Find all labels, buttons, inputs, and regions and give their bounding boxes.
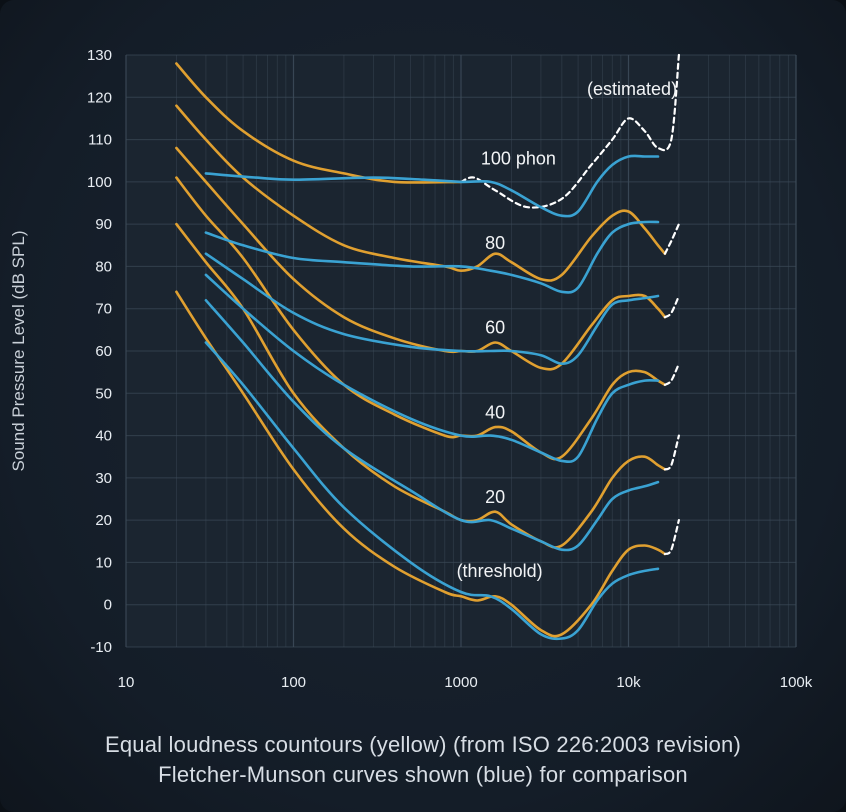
y-tick-label: 20 [95, 512, 112, 529]
estimated-curve-80 [663, 223, 680, 255]
iso-curve-100 [175, 62, 463, 184]
y-tick-label: 60 [95, 343, 112, 360]
x-tick-label: 100 [281, 674, 306, 691]
x-tick-label: 100k [780, 674, 813, 691]
fletcher-curve-40 [204, 273, 660, 464]
fletcher-curve-threshold [204, 341, 660, 641]
iso-curve-80 [175, 104, 667, 282]
y-tick-label: 90 [95, 216, 112, 233]
y-tick-label: 50 [95, 385, 112, 402]
annotation-100-phon: 100 phon [481, 149, 556, 169]
iso-curve-60 [175, 146, 667, 371]
y-tick-label: 120 [87, 89, 112, 106]
estimated-curve-100 [459, 53, 680, 209]
annotation-threshold: (threshold) [457, 561, 543, 581]
y-tick-label: 130 [87, 47, 112, 64]
fletcher-curve-80 [204, 220, 660, 294]
annotation-80-phon: 80 [485, 233, 505, 253]
estimated-curve-40 [663, 362, 680, 386]
annotation-40-phon: 40 [485, 402, 505, 422]
y-tick-label: 0 [104, 597, 112, 614]
fletcher-curve-20 [204, 299, 660, 552]
fletcher-curve-100 [204, 154, 660, 218]
y-tick-label: 70 [95, 301, 112, 318]
y-tick-label: 30 [95, 470, 112, 487]
x-tick-label: 10 [118, 674, 135, 691]
caption-line-2: Fletcher-Munson curves shown (blue) for … [158, 762, 688, 787]
estimated-curve-60 [663, 294, 680, 319]
x-tick-label: 1000 [444, 674, 477, 691]
iso-curve-40 [175, 176, 667, 461]
x-tick-label: 10k [616, 674, 641, 691]
y-axis-label: Sound Pressure Level (dB SPL) [9, 231, 28, 472]
estimated-curve-20 [663, 434, 680, 471]
annotation-estimated: (estimated) [587, 79, 677, 99]
fletcher-curve-60 [204, 252, 660, 365]
y-tick-label: -10 [90, 639, 112, 656]
y-tick-label: 100 [87, 174, 112, 191]
annotation-20-phon: 20 [485, 487, 505, 507]
y-tick-label: 110 [88, 132, 112, 149]
y-tick-label: 10 [95, 554, 112, 571]
y-tick-label: 40 [95, 428, 112, 445]
iso-curve-20 [175, 222, 667, 549]
annotation-60-phon: 60 [485, 318, 505, 338]
y-tick-label: 80 [95, 258, 112, 275]
estimated-curve-threshold [663, 519, 680, 556]
caption-line-1: Equal loudness countours (yellow) (from … [104, 732, 742, 757]
